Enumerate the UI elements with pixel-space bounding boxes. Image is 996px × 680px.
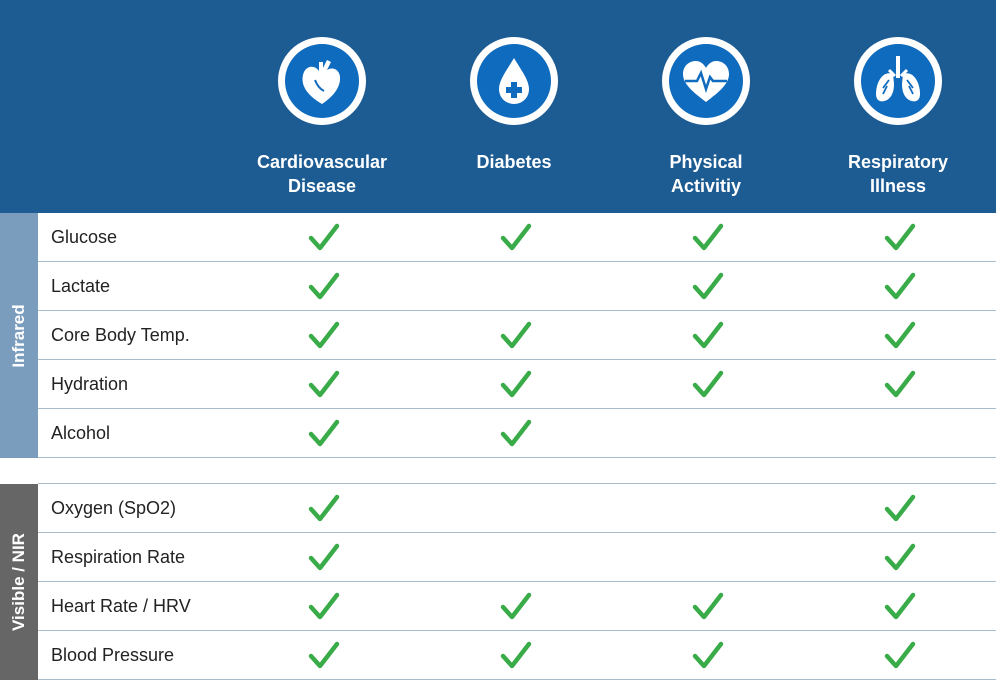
row-label: Alcohol [51, 423, 111, 443]
group-side-label: Infrared [0, 213, 38, 458]
column-label: Diabetes [476, 152, 552, 172]
table-row: Lactate [38, 262, 996, 311]
row-label: Blood Pressure [51, 645, 175, 665]
checkmark-icon [499, 589, 533, 623]
checkmark-icon [691, 589, 725, 623]
checkmark-icon [307, 220, 341, 254]
checkmark-icon [307, 416, 341, 450]
column-respiratory: Respiratory Illness [800, 0, 996, 213]
checkmark-icon [307, 318, 341, 352]
checkmark-icon [883, 220, 917, 254]
table-row: Respiration Rate [38, 533, 996, 582]
table-row: Hydration [38, 360, 996, 409]
column-physical-activity: Physical Activitiy [608, 0, 808, 213]
heart-icon [278, 37, 366, 125]
checkmark-icon [883, 318, 917, 352]
column-label: Respiratory Illness [847, 152, 949, 196]
checkmark-icon [307, 491, 341, 525]
checkmark-icon [691, 269, 725, 303]
divider [38, 483, 996, 484]
row-group: Visible / NIR Oxygen (SpO2) Respiration Ra… [0, 483, 996, 680]
row-label: Lactate [51, 276, 111, 296]
checkmark-icon [499, 220, 533, 254]
heart-pulse-icon [662, 37, 750, 125]
table-row: Oxygen (SpO2) [38, 484, 996, 533]
table-row: Blood Pressure [38, 631, 996, 680]
checkmark-icon [691, 367, 725, 401]
group-label: Infrared [9, 303, 28, 368]
checkmark-icon [883, 540, 917, 574]
table-row: Heart Rate / HRV [38, 582, 996, 631]
group-side-label: Visible / NIR [0, 484, 38, 680]
checkmark-icon [883, 491, 917, 525]
row-label: Respiration Rate [51, 547, 186, 567]
checkmark-icon [691, 318, 725, 352]
row-label: Oxygen (SpO2) [51, 498, 177, 518]
checkmark-icon [307, 638, 341, 672]
row-label: Hydration [51, 374, 129, 394]
checkmark-icon [499, 367, 533, 401]
checkmark-icon [883, 367, 917, 401]
column-diabetes: Diabetes [416, 0, 616, 213]
checkmark-icon [499, 638, 533, 672]
checkmark-icon [691, 220, 725, 254]
checkmark-icon [691, 638, 725, 672]
checkmark-icon [307, 540, 341, 574]
row-group: Infrared Glucose Lactate Core Body Temp. Hyd… [0, 213, 996, 458]
checkmark-icon [883, 638, 917, 672]
checkmark-icon [307, 367, 341, 401]
checkmark-icon [499, 318, 533, 352]
row-label: Core Body Temp. [51, 325, 190, 345]
column-label: Cardiovascular Disease [256, 152, 388, 196]
column-cardiovascular: Cardiovascular Disease [224, 0, 424, 213]
table-row: Core Body Temp. [38, 311, 996, 360]
checkmark-icon [307, 589, 341, 623]
blood-drop-plus-icon [470, 37, 558, 125]
column-label: Physical Activitiy [669, 152, 743, 196]
checkmark-icon [883, 269, 917, 303]
table-row: Alcohol [38, 409, 996, 458]
checkmark-icon [499, 416, 533, 450]
lungs-icon [854, 37, 942, 125]
row-label: Heart Rate / HRV [51, 596, 191, 616]
checkmark-icon [883, 589, 917, 623]
table-row: Glucose [38, 213, 996, 262]
row-label: Glucose [51, 227, 118, 247]
checkmark-icon [307, 269, 341, 303]
group-label: Visible / NIR [9, 533, 28, 631]
table-header: Cardiovascular Disease Diabetes Physica [0, 0, 996, 213]
